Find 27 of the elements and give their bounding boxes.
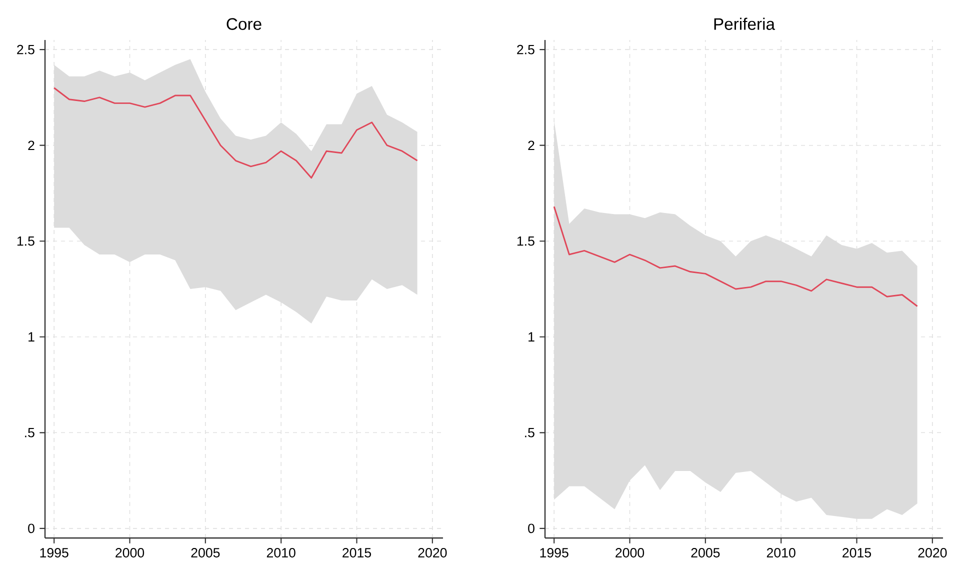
y-tick-label: 1.5 [517,236,534,246]
y-tick-label: 0 [528,524,534,534]
x-tick-label: 2000 [116,548,144,558]
x-tick-label: 2005 [691,548,720,558]
x-tick-label: 2020 [418,548,447,558]
y-tick-label: .5 [525,428,534,438]
y-tick-label: .5 [25,428,34,438]
x-tick-label: 2010 [766,548,796,558]
y-tick-label: 2.5 [17,44,34,54]
y-tick-label: 1 [528,332,534,342]
x-tick-label: 2020 [918,548,947,558]
x-tick-label: 2005 [191,548,220,558]
x-tick-label: 2000 [616,548,644,558]
y-tick-label: 0 [28,524,34,534]
chart-title: Core [226,18,262,30]
line-series [553,206,918,307]
y-tick-label: 2 [528,140,534,150]
y-tick-label: 1.5 [17,236,34,246]
x-tick-label: 2010 [266,548,296,558]
x-tick-label: 2015 [342,548,372,558]
x-tick-label: 2015 [842,548,872,558]
x-tick-label: 1995 [540,548,568,558]
y-tick-label: 2 [28,140,34,150]
y-tick-label: 1 [28,332,34,342]
x-tick-label: 1995 [40,548,68,558]
chart-title: Periferia [714,18,776,30]
y-tick-label: 2.5 [517,44,534,54]
